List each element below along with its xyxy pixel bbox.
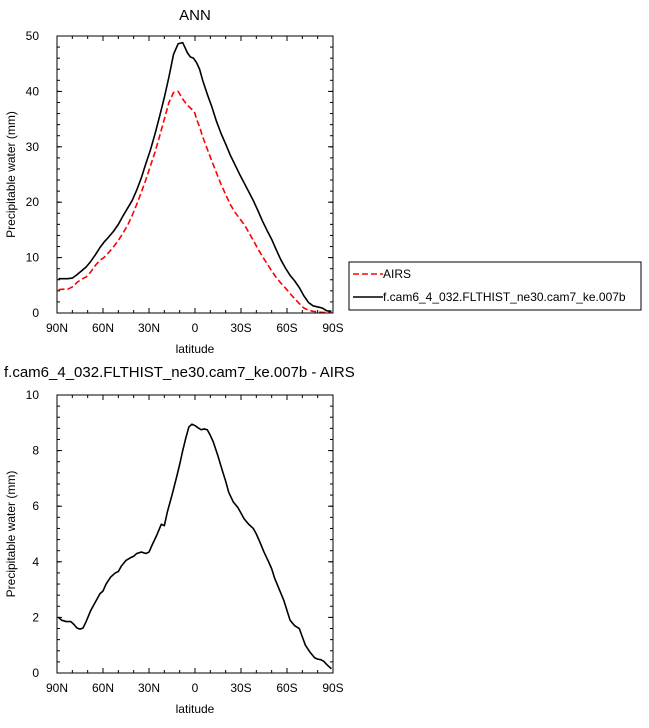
y-tick-label: 6 xyxy=(32,499,39,513)
y-tick-label: 30 xyxy=(26,140,40,154)
x-tick-label: 90S xyxy=(322,321,343,335)
x-axis-title: latitude xyxy=(176,702,215,716)
series-line-model xyxy=(58,41,332,313)
legend-box xyxy=(348,261,642,311)
chart-title: f.cam6_4_032.FLTHIST_ne30.cam7_ke.007b -… xyxy=(4,364,355,381)
x-tick-label: 30N xyxy=(138,681,160,695)
legend: AIRS f.cam6_4_032.FLTHIST_ne30.cam7_ke.00… xyxy=(348,261,642,311)
y-tick-label: 20 xyxy=(26,195,40,209)
x-tick-label: 0 xyxy=(192,681,199,695)
y-tick-label: 2 xyxy=(32,610,39,624)
chart-panel-1: ANN 90N 60N 30N 0 30S 60S 90S 0 10 20 30 40 50 latitud… xyxy=(4,7,344,356)
legend-label-airs: AIRS xyxy=(383,267,411,281)
y-tick-label: 4 xyxy=(32,555,39,569)
legend-label-model: f.cam6_4_032.FLTHIST_ne30.cam7_ke.007b xyxy=(383,290,626,304)
y-tick-label: 10 xyxy=(26,388,40,402)
y-tick-label: 0 xyxy=(32,306,39,320)
x-tick-label: 0 xyxy=(192,321,199,335)
x-tick-label: 60N xyxy=(92,681,114,695)
y-tick-label: 50 xyxy=(26,29,40,43)
y-tick-label: 40 xyxy=(26,84,40,98)
x-tick-label: 60N xyxy=(92,321,114,335)
x-tick-label: 90N xyxy=(46,321,68,335)
x-tick-label: 30S xyxy=(230,321,251,335)
plot-frame xyxy=(56,35,334,314)
chart-title: ANN xyxy=(179,7,211,24)
chart-panel-2: f.cam6_4_032.FLTHIST_ne30.cam7_ke.007b -… xyxy=(4,364,355,716)
y-axis-title: Precipitable water (mm) xyxy=(4,471,18,598)
y-tick-label: 8 xyxy=(32,444,39,458)
y-tick-label: 0 xyxy=(32,666,39,680)
x-axis-title: latitude xyxy=(176,342,215,356)
x-tick-label: 30N xyxy=(138,321,160,335)
x-tick-label: 60S xyxy=(276,681,297,695)
x-tick-label: 30S xyxy=(230,681,251,695)
x-tick-label: 90S xyxy=(322,681,343,695)
y-tick-label: 10 xyxy=(26,251,40,265)
plot-frame xyxy=(56,394,334,674)
series-line-airs xyxy=(58,90,332,313)
x-tick-label: 60S xyxy=(276,321,297,335)
series-line-difference xyxy=(57,423,333,670)
y-axis-title: Precipitable water (mm) xyxy=(4,111,18,238)
x-tick-label: 90N xyxy=(46,681,68,695)
